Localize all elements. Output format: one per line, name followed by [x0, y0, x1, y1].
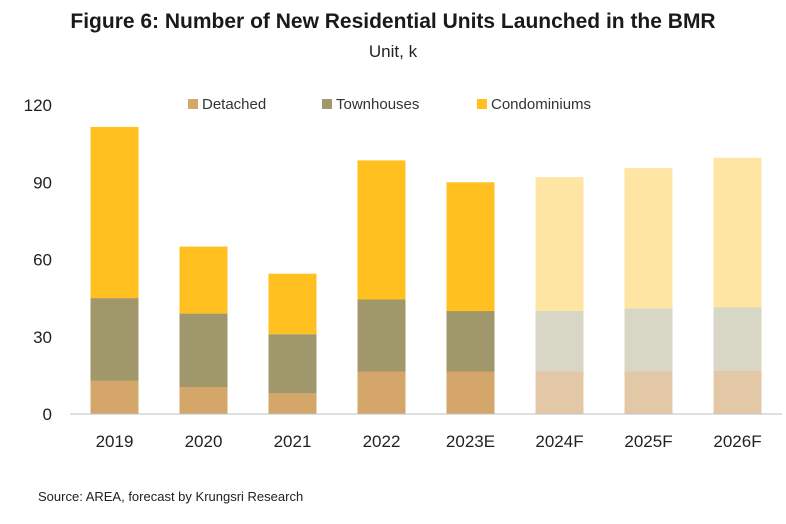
legend: Detached Townhouses Condominiums: [188, 96, 591, 113]
bar-condominiums-2025f: [624, 168, 673, 309]
bar-townhouses-2021: [268, 334, 317, 394]
bar-detached-2024f: [535, 371, 584, 414]
bar-townhouses-2019: [90, 298, 139, 381]
bars-group: [90, 126, 762, 414]
bar-detached-2025f: [624, 371, 673, 414]
bar-townhouses-2024f: [535, 311, 584, 372]
x-tick-label: 2021: [274, 432, 312, 451]
bar-condominiums-2021: [268, 273, 317, 335]
y-tick-label: 30: [33, 328, 52, 347]
source-note: Source: AREA, forecast by Krungsri Resea…: [38, 489, 304, 504]
legend-swatch-condominiums: [477, 99, 487, 109]
bar-detached-2019: [90, 380, 139, 414]
bar-townhouses-2025f: [624, 308, 673, 372]
bar-condominiums-2020: [179, 246, 228, 314]
bar-condominiums-2023e: [446, 182, 495, 312]
x-tick-label: 2024F: [535, 432, 583, 451]
x-tick-label: 2019: [96, 432, 134, 451]
x-tick-label: 2026F: [713, 432, 761, 451]
bar-detached-2020: [179, 387, 228, 414]
x-tick-label: 2023E: [446, 432, 495, 451]
bar-detached-2026f: [713, 370, 762, 414]
bar-condominiums-2024f: [535, 177, 584, 311]
y-tick-labels: 0 30 60 90 120: [24, 96, 52, 424]
chart-subtitle: Unit, k: [368, 42, 418, 61]
x-tick-labels: 2019 2020 2021 2022 2023E 2024F 2025F 2026F: [96, 432, 762, 451]
legend-label-condominiums: Condominiums: [491, 96, 591, 113]
bar-townhouses-2023e: [446, 311, 495, 372]
bar-townhouses-2020: [179, 313, 228, 387]
bar-townhouses-2026f: [713, 307, 762, 371]
bar-condominiums-2026f: [713, 157, 762, 308]
bar-townhouses-2022: [357, 299, 406, 372]
legend-swatch-townhouses: [322, 99, 332, 109]
bar-detached-2022: [357, 371, 406, 414]
legend-swatch-detached: [188, 99, 198, 109]
legend-label-townhouses: Townhouses: [336, 96, 419, 113]
x-tick-label: 2025F: [624, 432, 672, 451]
x-tick-label: 2022: [363, 432, 401, 451]
y-tick-label: 0: [43, 405, 52, 424]
bar-condominiums-2019: [90, 126, 139, 299]
bar-detached-2023e: [446, 371, 495, 414]
chart-title: Figure 6: Number of New Residential Unit…: [70, 10, 716, 33]
y-tick-label: 120: [24, 96, 52, 115]
x-tick-label: 2020: [185, 432, 223, 451]
bar-condominiums-2022: [357, 160, 406, 300]
bar-detached-2021: [268, 393, 317, 414]
y-tick-label: 90: [33, 173, 52, 192]
y-tick-label: 60: [33, 251, 52, 270]
legend-label-detached: Detached: [202, 96, 266, 113]
